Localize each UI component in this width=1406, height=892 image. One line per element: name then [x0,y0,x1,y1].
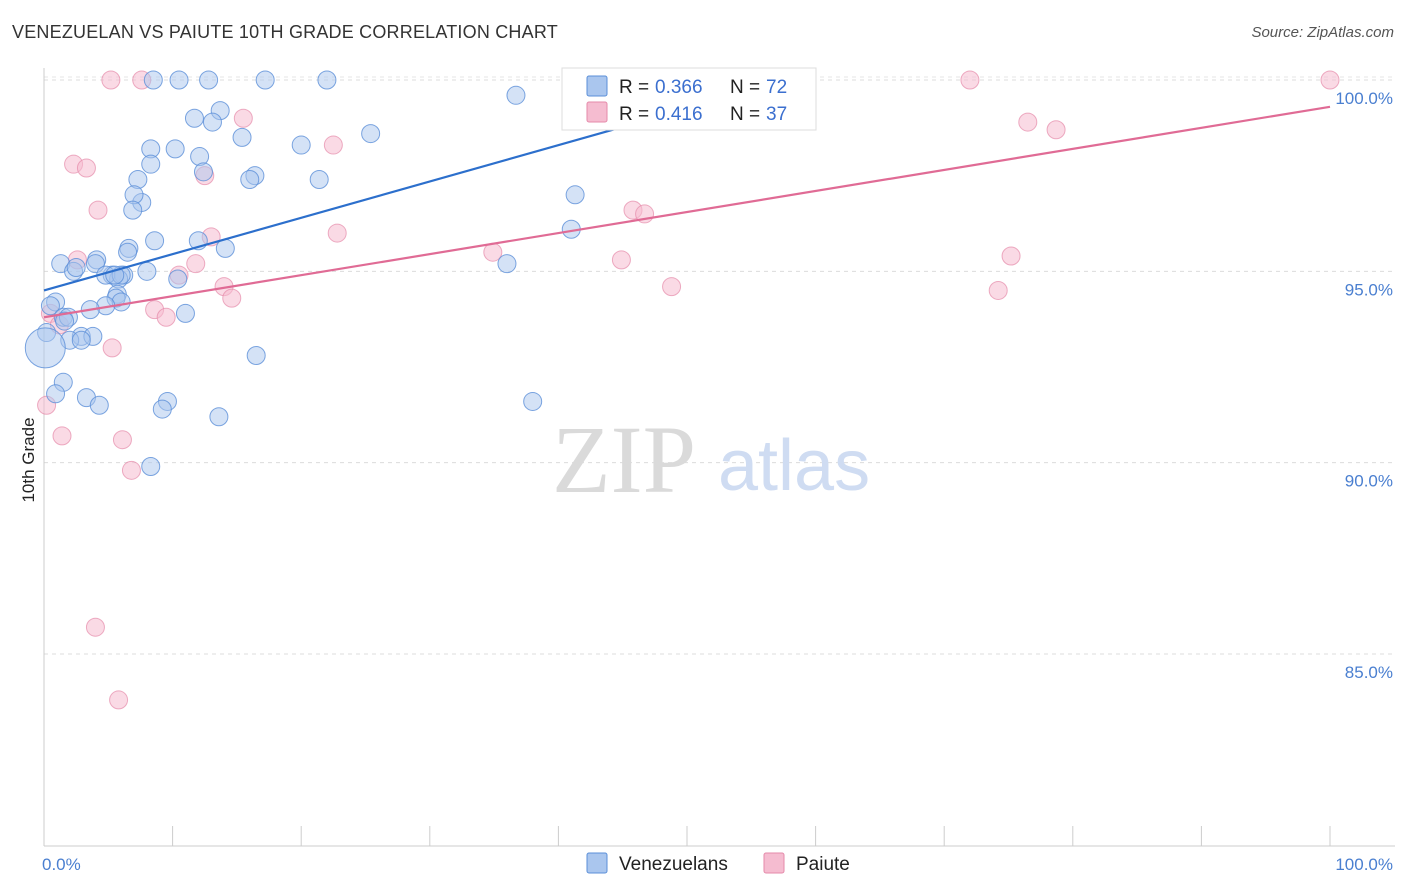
legend-bottom-swatch-paiute [763,852,785,874]
legend-top: R = 0.366 N = 72 R = 0.416 N = 37 [561,67,817,131]
venezuelans-point-67 [89,395,109,415]
venezuelans-point-0 [143,70,163,90]
grid-lines [44,76,1395,655]
venezuelans-point-69 [152,399,172,419]
legend-n-value-paiute: 37 [766,104,787,125]
venezuelans-point-9 [232,127,252,147]
paiute-point-5 [1018,112,1038,132]
venezuelans-point-43 [168,269,188,289]
venezuelans-point-60 [71,330,91,350]
venezuelans-point-21 [565,185,585,205]
venezuelans-point-50 [40,296,60,316]
legend-r-label-paiute: R = [619,104,649,125]
y-tick-label-90: 90.0% [1345,472,1393,491]
paiute-point-7 [323,135,343,155]
y-tick-label-95: 95.0% [1345,280,1393,299]
paiute-point-11 [88,200,108,220]
venezuelans-point-70 [209,407,229,427]
legend-n-label-paiute: N = [730,104,760,125]
venezuelans-point-31 [118,242,138,262]
paiute-point-3 [1320,70,1340,90]
trend-lines [43,105,1331,319]
paiute-point-25 [222,288,242,308]
legend-swatch-venezuelans [586,75,608,97]
paiute-point-22 [662,277,682,297]
paiute-point-0 [101,70,121,90]
venezuelans-point-1 [169,70,189,90]
legend-n-label-venezuelans: N = [730,77,760,98]
paiute-point-32 [112,430,132,450]
legend-r-value-venezuelans: 0.366 [655,77,703,98]
venezuelans-point-3 [255,70,275,90]
venezuelans-point-62 [24,327,66,369]
paiute-point-33 [121,460,141,480]
venezuelans-point-16 [193,162,213,182]
venezuelans-point-44 [497,254,517,274]
paiute-point-19 [611,250,631,270]
venezuelans-point-7 [184,108,204,128]
venezuelans-point-19 [309,169,329,189]
paiute-point-14 [327,223,347,243]
paiute-point-35 [109,690,129,710]
legend-bottom-label-venezuelans: Venezuelans [619,854,728,875]
venezuelans-point-68 [523,391,543,411]
paiute-point-23 [988,280,1008,300]
venezuelans-point-40 [137,261,157,281]
x-tick-label-100: 100.0% [1335,855,1393,874]
legend-n-value-venezuelans: 72 [766,77,787,98]
watermark-atlas: atlas [718,426,870,506]
venezuelans-point-26 [145,231,165,251]
legend-bottom-label-paiute: Paiute [796,854,850,875]
venezuelans-point-12 [165,139,185,159]
legend-r-label-venezuelans: R = [619,77,649,98]
x-tick-label-0: 0.0% [42,855,81,874]
paiute-points [37,70,1340,710]
watermark: ZIP atlas [552,406,870,513]
paiute-point-17 [1001,246,1021,266]
legend-bottom: Venezuelans Paiute [586,852,850,875]
venezuelans-point-18 [240,169,260,189]
paiute-point-20 [186,254,206,274]
source-label: Source: ZipAtlas.com [1251,24,1394,41]
paiute-point-29 [102,338,122,358]
venezuelans-points [24,70,585,476]
tick-labels: 85.0% 90.0% 95.0% 100.0% 0.0% 100.0% [42,89,1393,874]
venezuelans-point-5 [506,85,526,105]
chart-title: VENEZUELAN VS PAIUTE 10TH GRADE CORRELAT… [12,22,558,42]
venezuelans-point-35 [66,258,86,278]
paiute-point-27 [156,307,176,327]
venezuelans-point-71 [141,456,161,476]
paiute-point-9 [76,158,96,178]
paiute-point-34 [85,617,105,637]
venezuelans-point-4 [317,70,337,90]
paiute-point-31 [52,426,72,446]
venezuelans-trend-line [43,109,681,292]
watermark-zip: ZIP [552,406,696,513]
venezuelans-point-52 [175,303,195,323]
legend-bottom-swatch-venezuelans [586,852,608,874]
venezuelans-point-55 [55,311,75,331]
y-tick-label-85: 85.0% [1345,663,1393,682]
venezuelans-point-10 [361,124,381,144]
paiute-trend-line [43,105,1331,319]
paiute-point-2 [960,70,980,90]
paiute-point-6 [1046,120,1066,140]
legend-swatch-paiute [586,101,608,123]
venezuelans-point-8 [202,112,222,132]
axes [43,68,1395,847]
venezuelans-point-15 [141,154,161,174]
venezuelans-point-24 [123,200,143,220]
legend-r-value-paiute: 0.416 [655,104,703,125]
venezuelans-point-64 [46,384,66,404]
y-tick-label-100: 100.0% [1335,89,1393,108]
paiute-point-4 [233,108,253,128]
venezuelans-point-61 [246,346,266,366]
venezuelans-point-11 [291,135,311,155]
y-axis-label: 10th Grade [19,417,38,502]
venezuelans-point-2 [199,70,219,90]
